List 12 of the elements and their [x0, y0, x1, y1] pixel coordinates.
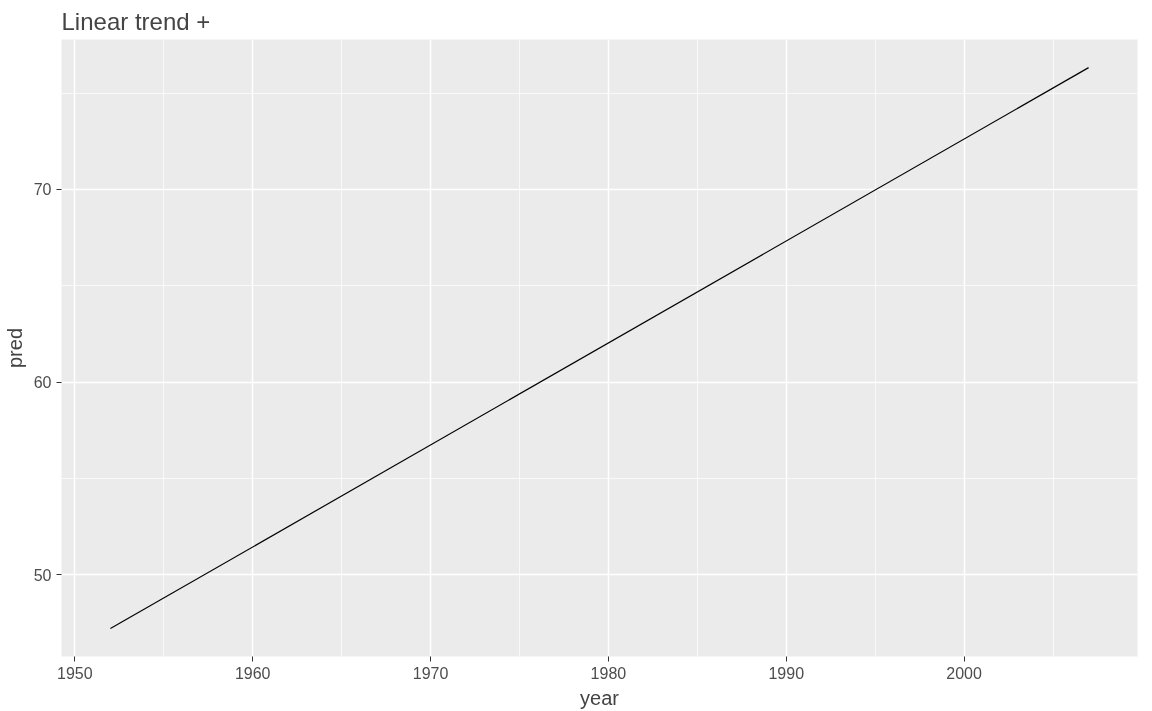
x-tick-label: 2000	[946, 664, 982, 682]
y-axis-title: pred	[3, 327, 26, 369]
x-tick-label: 1960	[234, 664, 271, 682]
x-tick-label: 1970	[412, 664, 449, 682]
x-tick-label: 1980	[590, 664, 627, 682]
x-tick-label: 1990	[768, 664, 805, 682]
y-tick-label: 60	[33, 374, 52, 392]
x-axis-title: year	[580, 686, 620, 709]
y-tick-label: 70	[33, 181, 52, 199]
x-tick-label: 1950	[57, 664, 93, 682]
y-tick-label: 50	[33, 566, 52, 584]
chart-title: Linear trend +	[61, 7, 211, 35]
